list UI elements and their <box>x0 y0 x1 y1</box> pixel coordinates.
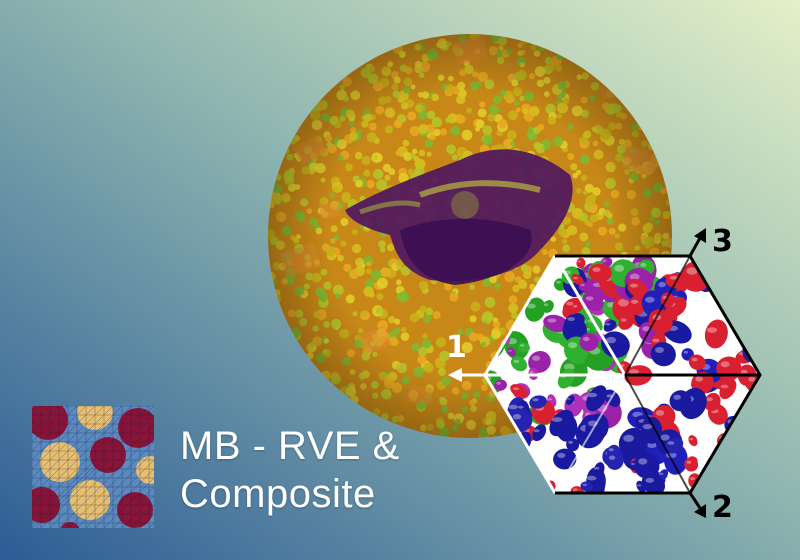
rve-cube <box>483 254 762 495</box>
title-block: MB - RVE & Composite <box>180 422 400 518</box>
axis-arrow-2 <box>688 492 706 518</box>
axis-label-3: 3 <box>712 224 733 259</box>
title-line-1: MB - RVE & <box>180 424 400 468</box>
axis-arrow-1 <box>448 368 485 382</box>
axis-label-1: 1 <box>446 330 467 365</box>
title-line-2: Composite <box>180 472 376 516</box>
mesh-thumbnail <box>32 406 154 528</box>
axis-arrow-3 <box>688 228 706 257</box>
axis-label-2: 2 <box>712 490 733 525</box>
